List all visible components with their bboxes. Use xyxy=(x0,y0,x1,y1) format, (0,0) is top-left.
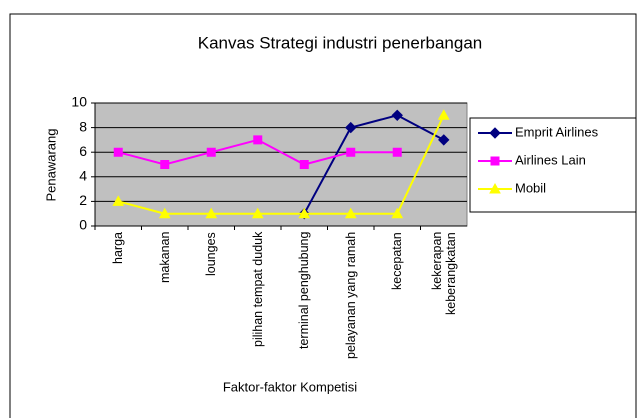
x-tick-label: kekerapan keberangkatan xyxy=(429,232,458,315)
x-tick-label: terminal penghubung xyxy=(297,232,312,350)
data-point xyxy=(206,147,216,157)
x-tick-label: makanan xyxy=(157,232,172,284)
data-point xyxy=(160,160,170,169)
data-point xyxy=(437,109,450,120)
x-tick-label: lounges xyxy=(204,232,219,276)
plot-area xyxy=(94,102,468,227)
data-point xyxy=(298,207,311,219)
data-point xyxy=(253,135,263,145)
chart-title: Kanvas Strategi industri penerbangan xyxy=(198,33,482,52)
data-point xyxy=(112,195,125,206)
data-point xyxy=(438,134,450,146)
data-point xyxy=(391,207,404,219)
x-tick-label: kecepatan xyxy=(390,232,405,290)
legend-marker xyxy=(489,182,501,194)
data-point xyxy=(346,147,356,157)
x-tick-label: pelayanan yang ramah xyxy=(343,232,358,360)
y-tick-label: 4 xyxy=(79,168,87,184)
legend-marker xyxy=(489,127,501,139)
series-line xyxy=(117,114,445,215)
data-point xyxy=(158,207,171,219)
y-tick-label: 0 xyxy=(79,217,87,233)
data-point xyxy=(392,147,402,157)
data-point xyxy=(251,207,264,219)
y-tick-label: 6 xyxy=(79,143,87,159)
x-axis-label: Faktor-faktor Kompetisi xyxy=(223,379,357,394)
data-point xyxy=(113,147,123,157)
y-tick-label: 2 xyxy=(79,192,87,208)
data-point xyxy=(205,207,218,219)
data-point xyxy=(299,160,309,169)
legend-marker xyxy=(490,156,500,166)
data-point xyxy=(344,207,357,219)
x-tick-label: harga xyxy=(111,232,126,264)
y-tick-label: 10 xyxy=(71,94,87,110)
y-tick-label: 8 xyxy=(79,118,87,134)
legend-label: Mobil xyxy=(515,180,546,195)
data-point xyxy=(391,109,403,122)
x-tick-label: pilihan tempat duduk xyxy=(250,232,265,348)
legend-label: Emprit Airlines xyxy=(515,124,599,139)
y-axis-label: Penawarang xyxy=(43,129,58,202)
legend-label: Airlines Lain xyxy=(515,152,586,167)
series-line xyxy=(303,114,445,215)
data-point xyxy=(345,121,357,134)
